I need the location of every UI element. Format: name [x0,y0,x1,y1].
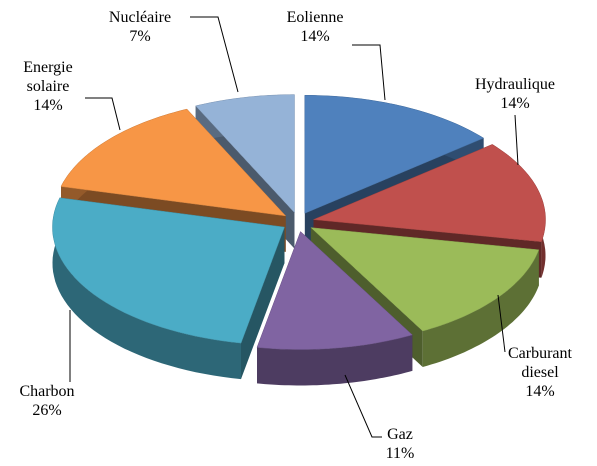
value-label: 14% [300,28,330,45]
value-label: 26% [32,402,62,419]
value-label: 14% [33,97,63,114]
category-name: Gaz [387,426,413,443]
value-label: 14% [525,383,555,400]
slice [195,94,295,214]
category-name: Nucléaire [108,9,172,26]
slice-label: Eolienne 14% [270,8,360,46]
slice [313,144,546,242]
category-name: Hydraulique [475,76,555,93]
slice-label: Nucléaire 7% [95,8,185,46]
leader-line [344,374,382,438]
leader-line [514,114,519,166]
slice [304,95,485,214]
slice [60,108,287,217]
slice [52,197,285,344]
value-label: 14% [500,95,530,112]
leader-line [85,97,121,131]
category-name: Eolienne [286,9,344,26]
value-label: 11% [385,445,415,462]
slice [256,231,413,350]
category-name: Carburant diesel [508,345,572,381]
slice-label: Gaz 11% [370,425,430,463]
value-label: 7% [129,28,151,45]
category-name: Charbon [19,383,75,400]
category-name: Energie solaire [23,59,73,95]
slice-label: Energie solaire 14% [8,58,88,115]
slice-label: Charbon 26% [7,382,87,420]
leader-line [497,294,506,353]
slice-label: Carburant diesel 14% [495,344,585,401]
slice-wall [422,249,539,367]
slice-wall [52,197,241,380]
slice-label: Hydraulique 14% [460,75,570,113]
leader-line [190,16,239,93]
slice-side [241,227,285,380]
leader-line [352,44,386,101]
slice-wall [257,334,413,386]
